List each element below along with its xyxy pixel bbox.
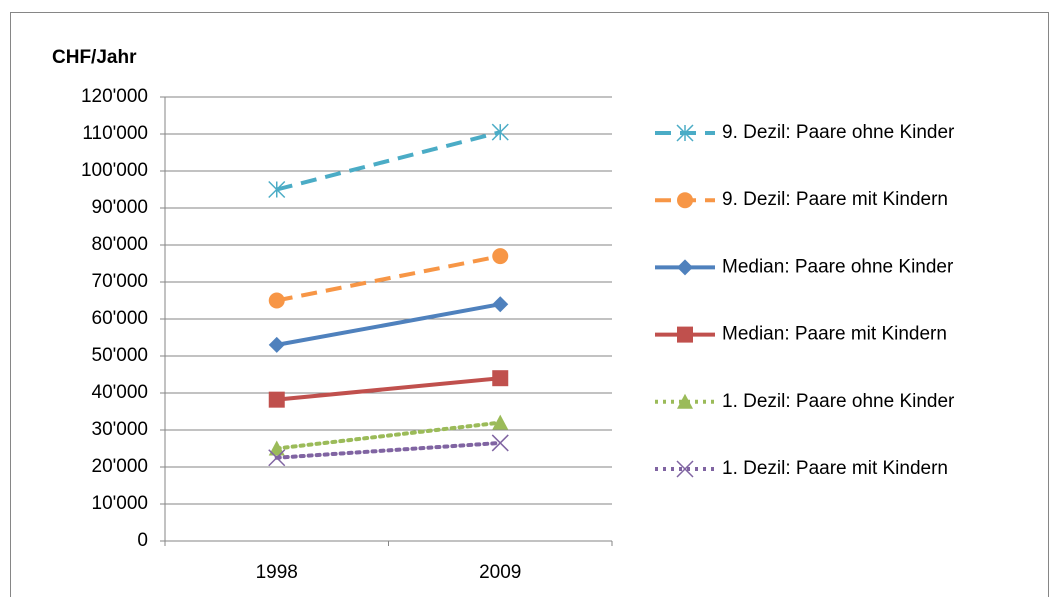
marker-part xyxy=(677,326,693,343)
marker-part xyxy=(492,414,509,430)
legend-marker xyxy=(677,259,693,276)
y-tick-label: 10'000 xyxy=(92,493,148,514)
marker-part xyxy=(268,292,285,309)
series-line xyxy=(274,420,503,451)
marker-part xyxy=(492,296,509,313)
marker-part xyxy=(676,460,694,478)
legend-label: 9. Dezil: Paare mit Kindern xyxy=(722,189,948,210)
marker-part xyxy=(268,336,285,353)
data-point xyxy=(268,449,286,467)
y-tick-label: 30'000 xyxy=(92,419,148,440)
marker-part xyxy=(491,434,509,452)
x-tick-label: 2009 xyxy=(479,562,521,583)
y-tick-label: 80'000 xyxy=(92,234,148,255)
legend-marker xyxy=(677,393,693,409)
legend-marker xyxy=(676,124,694,142)
y-tick-label: 20'000 xyxy=(92,456,148,477)
marker-part xyxy=(268,440,285,456)
y-axis-title: CHF/Jahr xyxy=(52,47,137,68)
data-point xyxy=(492,370,509,387)
x-tick-label: 1998 xyxy=(256,562,298,583)
data-point xyxy=(491,123,509,141)
series-line xyxy=(276,302,501,347)
data-point xyxy=(491,434,509,452)
legend-label: 9. Dezil: Paare ohne Kinder xyxy=(722,122,955,143)
data-point xyxy=(268,336,285,353)
legend-label: Median: Paare mit Kindern xyxy=(722,324,947,345)
legend-label: 1. Dezil: Paare mit Kindern xyxy=(722,458,948,479)
marker-part xyxy=(268,391,285,408)
y-tick-label: 40'000 xyxy=(92,382,148,403)
marker-part xyxy=(677,393,693,409)
y-tick-label: 70'000 xyxy=(92,271,148,292)
series-line xyxy=(274,440,503,460)
y-tick-label: 60'000 xyxy=(92,308,148,329)
data-point xyxy=(492,414,509,430)
legend-label: Median: Paare ohne Kinder xyxy=(722,256,954,277)
marker-part xyxy=(268,449,286,467)
data-point xyxy=(492,248,509,265)
y-tick-label: 100'000 xyxy=(81,160,148,181)
data-point xyxy=(268,440,285,456)
data-point xyxy=(492,296,509,313)
y-tick-label: 0 xyxy=(137,530,148,551)
legend-label: 1. Dezil: Paare ohne Kinder xyxy=(722,391,955,412)
marker-part xyxy=(677,192,693,209)
marker-part xyxy=(492,248,509,265)
y-tick-label: 50'000 xyxy=(92,345,148,366)
legend-marker xyxy=(677,326,693,343)
series-line xyxy=(276,130,501,192)
chart-border xyxy=(10,12,1049,597)
y-tick-label: 120'000 xyxy=(81,86,148,107)
marker-part xyxy=(492,370,509,387)
y-tick-label: 90'000 xyxy=(92,197,148,218)
data-point xyxy=(268,391,285,408)
series-line xyxy=(276,376,501,402)
legend-marker xyxy=(676,460,694,478)
data-point xyxy=(268,292,285,309)
y-tick-label: 110'000 xyxy=(82,123,148,144)
data-point xyxy=(268,180,286,199)
legend-marker xyxy=(677,192,693,209)
series-line xyxy=(276,254,501,303)
marker-part xyxy=(677,259,693,276)
